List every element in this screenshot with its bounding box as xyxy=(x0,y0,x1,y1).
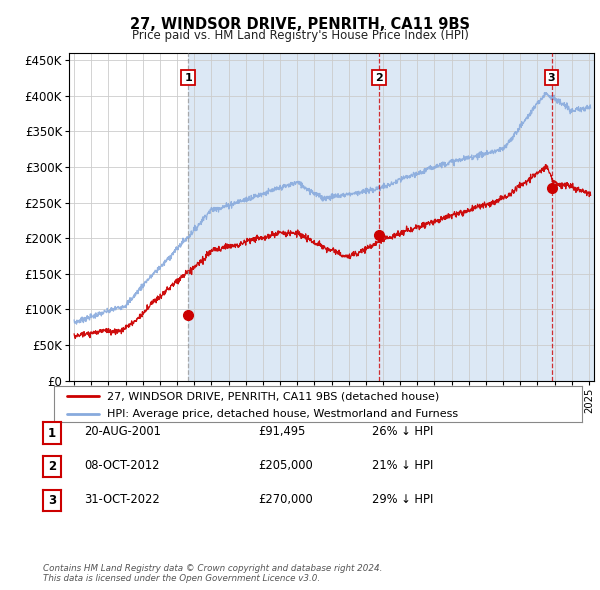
Text: 2: 2 xyxy=(48,460,56,473)
Text: 1: 1 xyxy=(184,73,192,83)
Text: 27, WINDSOR DRIVE, PENRITH, CA11 9BS (detached house): 27, WINDSOR DRIVE, PENRITH, CA11 9BS (de… xyxy=(107,391,439,401)
Bar xyxy=(379,53,551,381)
Text: 08-OCT-2012: 08-OCT-2012 xyxy=(84,459,160,472)
Bar xyxy=(551,53,600,381)
Text: 21% ↓ HPI: 21% ↓ HPI xyxy=(372,459,433,472)
Text: 27, WINDSOR DRIVE, PENRITH, CA11 9BS: 27, WINDSOR DRIVE, PENRITH, CA11 9BS xyxy=(130,17,470,31)
Text: £205,000: £205,000 xyxy=(258,459,313,472)
Text: 1: 1 xyxy=(48,427,56,440)
Text: 20-AUG-2001: 20-AUG-2001 xyxy=(84,425,161,438)
Text: 29% ↓ HPI: 29% ↓ HPI xyxy=(372,493,433,506)
Bar xyxy=(188,53,379,381)
Text: Contains HM Land Registry data © Crown copyright and database right 2024.
This d: Contains HM Land Registry data © Crown c… xyxy=(43,563,383,583)
Text: £270,000: £270,000 xyxy=(258,493,313,506)
Text: £91,495: £91,495 xyxy=(258,425,305,438)
Text: 26% ↓ HPI: 26% ↓ HPI xyxy=(372,425,433,438)
Text: 3: 3 xyxy=(48,494,56,507)
Text: HPI: Average price, detached house, Westmorland and Furness: HPI: Average price, detached house, West… xyxy=(107,409,458,419)
Text: 31-OCT-2022: 31-OCT-2022 xyxy=(84,493,160,506)
Text: 2: 2 xyxy=(375,73,383,83)
Text: 3: 3 xyxy=(548,73,556,83)
Text: Price paid vs. HM Land Registry's House Price Index (HPI): Price paid vs. HM Land Registry's House … xyxy=(131,30,469,42)
